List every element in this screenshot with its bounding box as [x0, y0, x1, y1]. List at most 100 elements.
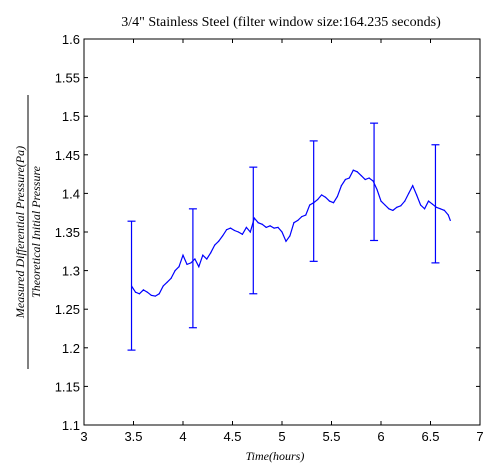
data-point — [166, 281, 168, 283]
data-point — [277, 226, 279, 228]
series-line — [130, 169, 451, 297]
data-point — [392, 209, 394, 211]
data-point — [396, 206, 398, 208]
y-tick-label: 1.4 — [62, 186, 80, 201]
x-tick-label: 3 — [80, 429, 87, 444]
error-bar — [188, 208, 197, 329]
data-point — [368, 177, 370, 179]
x-tick-label: 4.5 — [223, 429, 241, 444]
data-point — [245, 226, 247, 228]
error-bar — [431, 144, 440, 264]
data-point — [154, 295, 156, 297]
data-point — [376, 188, 378, 191]
x-axis-label: Time(hours) — [246, 449, 305, 463]
y-tick-label: 1.1 — [62, 418, 80, 433]
data-point — [297, 219, 299, 222]
x-tick-label: 3.5 — [124, 429, 142, 444]
y-tick-label: 1.35 — [55, 225, 80, 240]
data-point — [198, 266, 200, 268]
data-point — [146, 291, 148, 293]
data-point — [190, 262, 192, 264]
data-point — [423, 208, 426, 210]
data-point — [332, 202, 335, 204]
data-point — [285, 240, 287, 242]
y-tick-label: 1.2 — [62, 341, 80, 356]
data-point — [435, 206, 438, 208]
data-point — [301, 215, 303, 218]
data-point — [439, 208, 441, 210]
data-point — [352, 169, 354, 171]
data-point — [404, 200, 406, 202]
y-tick-label: 1.55 — [55, 71, 80, 86]
y-tick-label: 1.6 — [62, 32, 80, 47]
error-bar — [249, 166, 258, 295]
data-point — [449, 219, 451, 222]
data-point — [293, 222, 295, 224]
data-point — [336, 195, 339, 198]
data-point — [158, 293, 160, 295]
data-point — [186, 263, 188, 266]
data-point — [313, 202, 315, 204]
data-point — [178, 266, 180, 268]
data-point — [170, 277, 172, 279]
x-tick-label: 6 — [377, 429, 384, 444]
data-point — [305, 214, 307, 216]
axis-ticks: 3 3.5 4 4.5 5 5.5 6 6.5 7 1.1 1.15 1.2 1.25 1.3 1.35 1.… — [55, 32, 484, 444]
data-point — [229, 227, 232, 229]
y-tick-label: 1.3 — [62, 264, 80, 279]
data-point — [416, 194, 418, 196]
y-tick-label: 1.25 — [55, 302, 80, 317]
y-tick-label: 1.15 — [55, 379, 80, 394]
y-tick-label: 1.45 — [55, 148, 80, 163]
data-point — [289, 235, 291, 237]
data-point — [237, 231, 240, 233]
data-point — [380, 200, 382, 202]
data-point — [408, 192, 410, 194]
data-point — [431, 203, 434, 205]
data-point — [257, 222, 259, 224]
data-point — [253, 217, 255, 219]
data-point — [400, 205, 402, 207]
data-point — [281, 231, 283, 233]
data-point — [138, 293, 141, 295]
data-point — [194, 258, 196, 260]
data-point — [206, 258, 208, 260]
data-point — [427, 200, 430, 202]
error-bar — [309, 140, 318, 262]
data-point — [222, 235, 224, 237]
data-point — [150, 294, 152, 296]
data-point — [182, 254, 184, 256]
data-point — [321, 194, 323, 196]
y-tick-label: 1.5 — [62, 109, 80, 124]
data-point — [344, 178, 346, 181]
data-point — [269, 225, 271, 227]
data-point — [340, 185, 342, 187]
x-tick-label: 5.5 — [322, 429, 340, 444]
data-point — [162, 285, 164, 287]
y-axis-label-denominator: Theoretical Initial Pressure — [29, 165, 43, 298]
data-point — [218, 240, 220, 242]
data-point — [412, 185, 414, 187]
data-point — [309, 204, 311, 206]
data-point — [388, 208, 390, 210]
data-point — [317, 198, 319, 201]
x-tick-label: 7 — [476, 429, 483, 444]
data-point — [249, 231, 251, 233]
chart-title: 3/4" Stainless Steel (filter window size… — [121, 15, 441, 30]
data-point — [142, 289, 144, 291]
data-point — [372, 180, 374, 182]
data-point — [348, 177, 350, 179]
data-point — [174, 270, 176, 272]
data-point — [225, 229, 228, 231]
data-point — [210, 252, 212, 254]
y-axis-label: Measured Differential Pressure(Pa) Theor… — [13, 95, 43, 369]
data-point — [241, 233, 243, 235]
data-point — [328, 200, 331, 202]
data-point — [233, 229, 236, 232]
data-point — [130, 285, 133, 287]
data-point — [356, 171, 358, 173]
data-point — [447, 214, 449, 216]
data-point — [202, 254, 204, 256]
y-axis-label-numerator: Measured Differential Pressure(Pa) — [13, 146, 27, 319]
